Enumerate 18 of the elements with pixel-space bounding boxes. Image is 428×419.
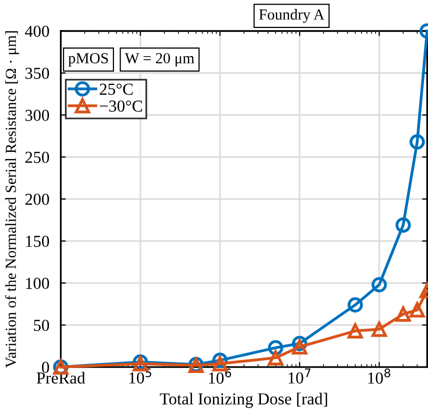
text: Foundry A (259, 8, 324, 23)
y-tick-label: 150 (26, 236, 50, 247)
x-axis-title: Total Ionizing Dose [rad] (160, 392, 328, 408)
x-tick-label: 10$^{8}$ (368, 368, 390, 384)
y-tick-label: 400 (24, 26, 50, 37)
annotation: pMOS (68, 53, 108, 66)
legend-label: 25°C (100, 84, 133, 95)
legend-label: −30°C (100, 100, 142, 112)
y-tick-label: 50 (34, 320, 50, 331)
y-tick-label: 250 (25, 152, 50, 163)
y-tick-label: 300 (25, 110, 50, 121)
x-tick-label: 10$^{7}$ (288, 368, 310, 384)
y-tick-label: 350 (25, 68, 50, 79)
annotation: W = 20 μm (124, 53, 194, 66)
y-tick-label: 100 (26, 278, 50, 289)
y-axis-title: Variation of the Normalized Serial Resistance [Ω · μm] (5, 31, 20, 368)
y-tick-label: 0 (42, 362, 50, 373)
y-tick-label: 200 (25, 194, 50, 205)
